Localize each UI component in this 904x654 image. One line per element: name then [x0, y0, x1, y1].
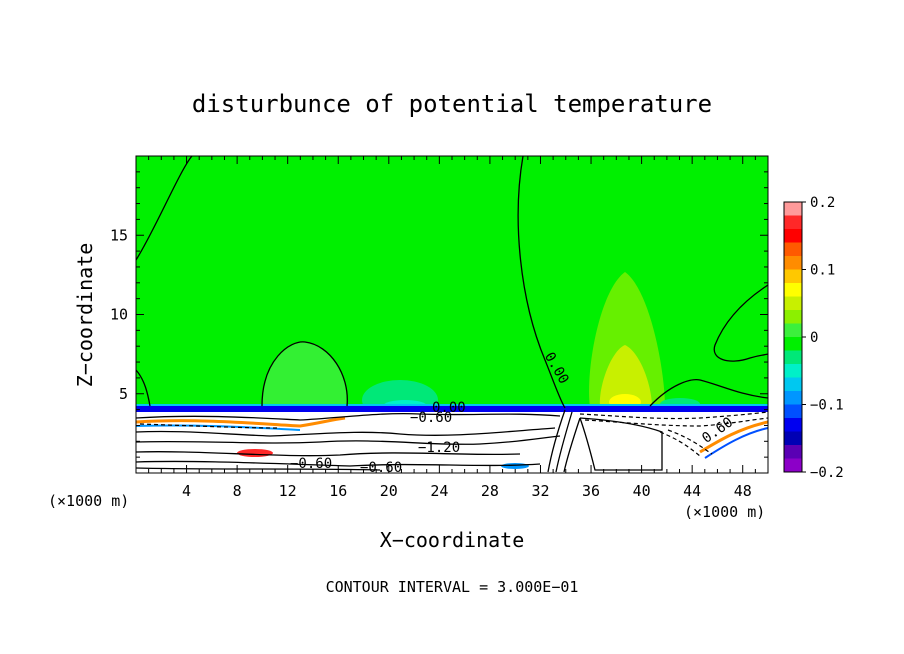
colorbar-swatch-3	[784, 242, 802, 257]
colorbar-swatch-1	[784, 215, 802, 230]
positive-anomaly-core	[599, 345, 652, 408]
contour-label-6: −0.60	[360, 460, 402, 476]
dashed-contour-1	[579, 411, 768, 420]
x-tick-label-3: 16	[329, 482, 347, 500]
y-tick-label-1: 10	[110, 306, 128, 324]
x-tick-label-1: 8	[233, 482, 242, 500]
chart-title: disturbunce of potential temperature	[192, 90, 712, 118]
colorbar-swatch-12	[784, 364, 802, 378]
warm-streak-right	[699, 420, 768, 454]
colorbar-swatch-4	[784, 256, 802, 270]
contour-label-2: −0.60	[410, 410, 452, 426]
stable-layer-bound	[136, 404, 768, 406]
colorbar-swatch-9	[784, 323, 802, 338]
contour-zero-left-low	[136, 369, 151, 407]
contour-layer-4	[136, 451, 521, 457]
cool-spot-lower	[501, 463, 529, 469]
contour-layer-2	[136, 427, 556, 437]
x-tick-label-2: 12	[279, 482, 297, 500]
warm-streak-left	[136, 416, 346, 428]
contour-layer-3	[136, 435, 561, 445]
contour-zero-blob	[261, 341, 348, 407]
contour-zero-left	[136, 156, 193, 261]
dashed-contour-3	[659, 431, 701, 457]
y-tick-label-0: 5	[119, 385, 128, 403]
colorbar-swatch-13	[784, 377, 802, 392]
colorbar-tick-label-4: −0.2	[810, 465, 844, 481]
colorbar-swatch-10	[784, 337, 802, 351]
contour-steep-3	[563, 417, 581, 473]
colorbar-tick-label-2: 0	[810, 330, 818, 346]
x-tick-label-5: 24	[430, 482, 448, 500]
contour-layer-1	[136, 412, 561, 421]
x-unit-right: (×1000 m)	[684, 503, 765, 521]
x-tick-label-11: 48	[734, 482, 752, 500]
contour-label-3: −1.20	[418, 440, 460, 456]
contour-label-4: −0.60	[290, 456, 332, 472]
x-tick-label-6: 28	[481, 482, 499, 500]
colorbar-swatch-11	[784, 350, 802, 365]
colorbar-swatch-2	[784, 229, 802, 243]
colorbar-swatch-14	[784, 391, 802, 405]
y-axis-label: Z−coordinate	[73, 243, 97, 388]
contour-layer-6	[136, 467, 381, 471]
colorbar-swatch-15	[784, 404, 802, 419]
colorbar-swatch-8	[784, 310, 802, 324]
plot-area: 0.00 0.00 −0.60 −1.20 −0.60 0.60 −0.60	[136, 156, 768, 476]
colorbar-swatch-18	[784, 445, 802, 459]
dashed-contour-2	[584, 417, 768, 427]
contour-steep-1	[547, 409, 566, 473]
colorbar-swatch-16	[784, 418, 802, 432]
colorbar-tick-label-0: 0.2	[810, 195, 835, 211]
contour-zero-right-edge	[713, 284, 768, 362]
dashed-contour-4	[667, 429, 713, 455]
y-axis: 5 10 15	[110, 171, 768, 458]
y-tick-label-2: 15	[110, 226, 128, 244]
contour-labels: 0.00 0.00 −0.60 −1.20 −0.60 0.60 −0.60	[290, 350, 736, 476]
contour-lines	[136, 156, 768, 473]
stable-layer-band	[136, 406, 768, 412]
colorbar-swatch-7	[784, 296, 802, 311]
contour-zero-low-right	[649, 379, 768, 407]
colorbar-tick-label-3: −0.1	[810, 398, 844, 414]
cool-streak-right	[704, 427, 768, 459]
colorbar: 0.2 0.1 0 −0.1 −0.2	[783, 195, 844, 481]
x-tick-label-4: 20	[380, 482, 398, 500]
weak-positive-left-region	[262, 341, 348, 408]
colorbar-tick-label-1: 0.1	[810, 263, 835, 279]
colorbar-swatch-17	[784, 431, 802, 446]
x-tick-label-7: 32	[531, 482, 549, 500]
colorbar-swatch-0	[784, 202, 802, 216]
x-axis-label: X−coordinate	[380, 528, 525, 552]
colorbar-swatch-19	[784, 458, 802, 473]
x-tick-label-9: 40	[633, 482, 651, 500]
dashed-contours	[139, 411, 768, 457]
dashed-contour-5	[139, 423, 281, 429]
warm-spot-lower	[237, 449, 273, 457]
colorbar-swatch-6	[784, 283, 802, 297]
x-tick-label-0: 4	[182, 482, 191, 500]
contour-zero-right-loop	[517, 156, 566, 409]
contour-layer-5	[136, 460, 541, 467]
contour-box-right	[579, 417, 663, 471]
contour-steep-2	[555, 411, 573, 473]
x-unit-left: (×1000 m)	[48, 492, 129, 510]
x-tick-label-10: 44	[683, 482, 701, 500]
x-axis: 4 8 12 16 20 24 28 32 36 40 44 48	[148, 156, 756, 500]
contour-label-1: 0.00	[432, 400, 466, 416]
x-tick-label-8: 36	[582, 482, 600, 500]
contour-interval: CONTOUR INTERVAL = 3.000E−01	[326, 578, 579, 596]
colorbar-swatch-5	[784, 269, 802, 284]
